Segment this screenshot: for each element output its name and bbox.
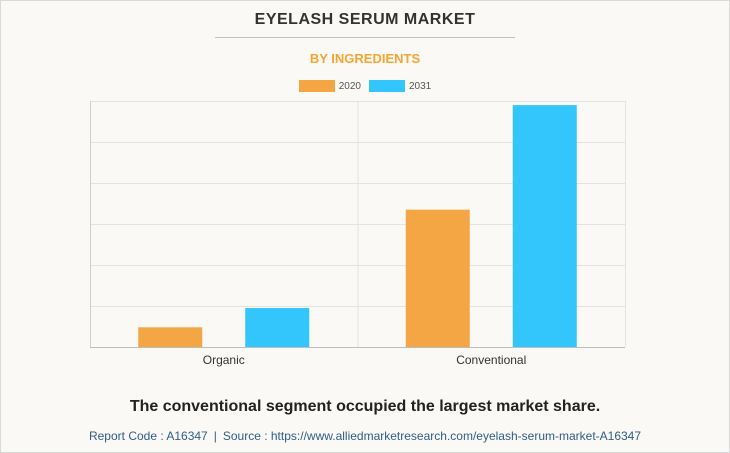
source-link[interactable]: Source : https://www.alliedmarketresearc… [222,429,642,443]
legend-item-2020: 2020 [298,80,361,92]
chart-subtitle: BY INGREDIENTS [309,51,421,66]
x-tick-label: Organic [203,353,245,367]
bar-conventional-2020 [405,209,470,347]
legend-swatch-2031 [369,80,405,92]
footer-separator: | [213,429,217,443]
axes: Organic Conventional [90,101,625,367]
legend-swatch-2020 [298,80,335,92]
title-divider [215,37,515,38]
bars [138,105,577,347]
legend-label-2031: 2031 [409,80,432,92]
source-footer: Report Code : A16347 | Source : https://ww… [0,429,730,443]
bar-organic-2031 [245,308,310,347]
bar-organic-2020 [138,327,203,347]
x-tick-label: Conventional [456,353,526,367]
key-takeaway: The conventional segment occupied the la… [129,398,601,415]
legend: 2020 2031 [0,80,730,92]
report-code: Report Code : A16347 [88,429,208,443]
legend-label-2020: 2020 [338,80,361,92]
chart-title: EYELASH SERUM MARKET [254,11,476,28]
legend-item-2031: 2031 [369,80,431,92]
bar-conventional-2031 [512,105,577,347]
